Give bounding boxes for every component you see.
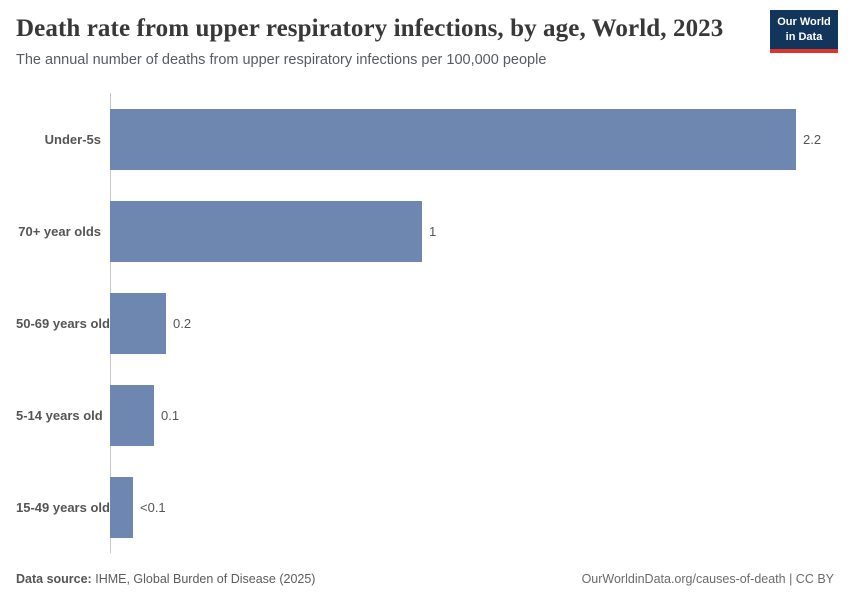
- chart-title: Death rate from upper respiratory infect…: [16, 15, 724, 42]
- category-label: 70+ year olds: [18, 223, 101, 239]
- bar-area: 0.2: [110, 292, 834, 354]
- category-label: Under-5s: [44, 131, 101, 147]
- data-source-text: IHME, Global Burden of Disease (2025): [95, 572, 316, 586]
- bar[interactable]: [110, 476, 133, 538]
- chart-subtitle: The annual number of deaths from upper r…: [16, 51, 547, 68]
- bar-row: 5-14 years old 0.1: [16, 369, 834, 461]
- value-label: 0.1: [161, 407, 180, 423]
- category-label: 50-69 years old: [16, 315, 110, 331]
- bar[interactable]: [110, 292, 166, 354]
- value-label: 1: [429, 223, 437, 239]
- bar-row: 70+ year olds 1: [16, 185, 834, 277]
- value-label: <0.1: [140, 499, 166, 515]
- chart-footer: Data source: IHME, Global Burden of Dise…: [16, 572, 834, 586]
- bar-row: Under-5s 2.2: [16, 93, 834, 185]
- chart-header: Death rate from upper respiratory infect…: [0, 0, 850, 69]
- bar-row: 50-69 years old 0.2: [16, 277, 834, 369]
- bar-row: 15-49 years old <0.1: [16, 461, 834, 553]
- bar-area: <0.1: [110, 476, 834, 538]
- bar-area: 1: [110, 200, 834, 262]
- owid-logo-line2: in Data: [785, 30, 823, 43]
- owid-logo-line1: Our World: [777, 16, 831, 29]
- value-label: 0.2: [173, 315, 192, 331]
- bar[interactable]: [110, 384, 154, 446]
- data-source: Data source: IHME, Global Burden of Dise…: [16, 572, 315, 586]
- bar[interactable]: [110, 108, 796, 170]
- bar[interactable]: [110, 200, 422, 262]
- owid-logo: Our World in Data: [770, 10, 838, 53]
- bar-area: 0.1: [110, 384, 834, 446]
- bar-rows: Under-5s 2.2 70+ year olds 1 50-69 years old…: [16, 93, 834, 553]
- category-label: 5-14 years old: [16, 407, 103, 423]
- category-label: 15-49 years old: [16, 499, 110, 515]
- bar-area: 2.2: [110, 108, 834, 170]
- bar-chart: Under-5s 2.2 70+ year olds 1 50-69 years old…: [16, 93, 834, 553]
- owid-credit-link[interactable]: OurWorldinData.org/causes-of-death | CC …: [581, 572, 834, 586]
- value-label: 2.2: [803, 131, 822, 147]
- data-source-label: Data source:: [16, 572, 92, 586]
